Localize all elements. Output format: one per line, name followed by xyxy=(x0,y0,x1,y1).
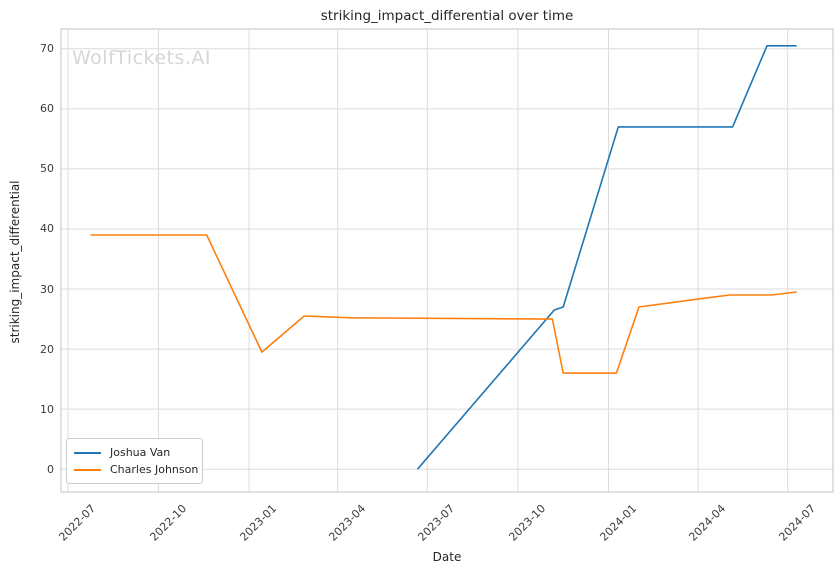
legend-item-joshua-van: Joshua Van xyxy=(74,444,194,461)
legend-line-sample-orange xyxy=(74,468,101,471)
y-tick-label: 0 xyxy=(47,462,54,476)
legend-label: Charles Johnson xyxy=(110,463,199,476)
y-tick-label: 20 xyxy=(40,342,54,356)
legend-item-charles-johnson: Charles Johnson xyxy=(74,461,198,478)
y-tick-label: 10 xyxy=(40,402,54,416)
x-axis-label: Date xyxy=(432,550,462,564)
y-tick-label: 40 xyxy=(40,222,54,236)
y-tick-label: 30 xyxy=(40,282,54,296)
chart-title: striking_impact_differential over time xyxy=(320,8,574,24)
plot-border xyxy=(60,28,834,493)
series-line-charles-johnson xyxy=(90,234,797,374)
series-line-joshua-van xyxy=(416,44,797,470)
legend: Joshua Van Charles Johnson xyxy=(66,438,203,484)
y-tick-label: 70 xyxy=(40,42,54,56)
legend-line-sample-blue xyxy=(74,451,101,454)
watermark: WolfTickets.AI xyxy=(72,47,212,69)
y-tick-label: 60 xyxy=(40,102,54,116)
legend-label: Joshua Van xyxy=(110,446,171,459)
y-tick-label: 50 xyxy=(40,162,54,176)
